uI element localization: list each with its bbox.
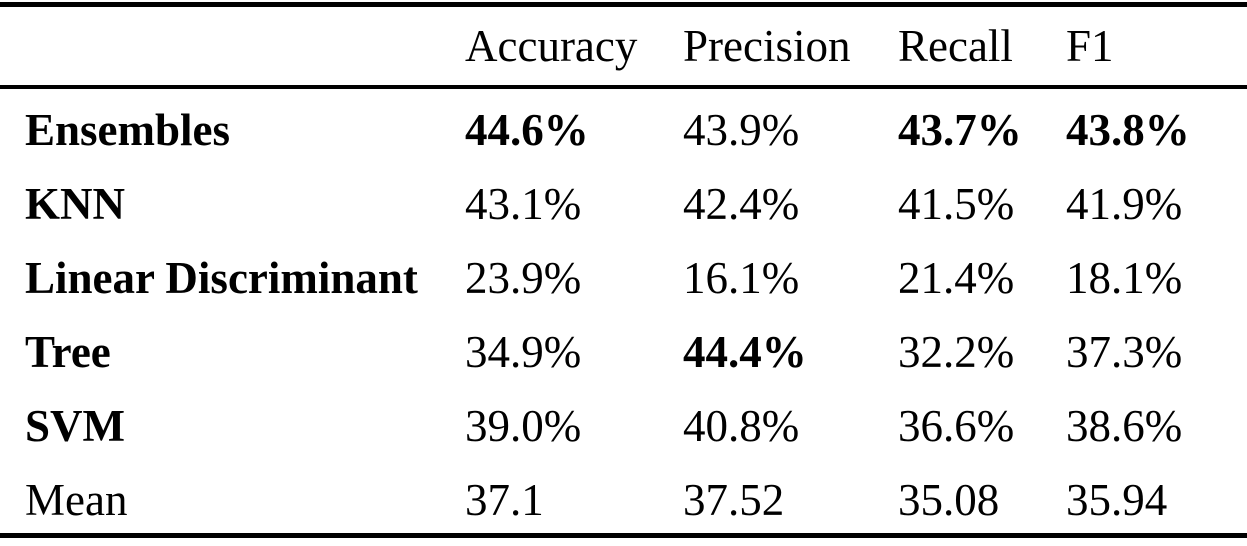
- cell-recall: 36.6%: [898, 401, 1015, 451]
- table-row-linear-discriminant: Linear Discriminant 23.9% 16.1% 21.4% 18…: [0, 237, 1247, 311]
- table-row-knn: KNN 43.1% 42.4% 41.5% 41.9%: [0, 163, 1247, 237]
- cell-recall: 43.7%: [898, 105, 1022, 155]
- cell-accuracy: 39.0%: [465, 401, 582, 451]
- table-row-mean: Mean 37.1 37.52 35.08 35.94: [0, 459, 1247, 533]
- cell-f1: 35.94: [1066, 475, 1168, 525]
- column-header-precision: Precision: [683, 21, 851, 71]
- cell-recall: 32.2%: [898, 327, 1015, 377]
- column-header-recall: Recall: [898, 21, 1013, 71]
- row-label: Linear Discriminant: [25, 253, 418, 303]
- table-header-row: Accuracy Precision Recall F1: [0, 7, 1247, 85]
- cell-precision: 37.52: [683, 475, 785, 525]
- row-label: SVM: [25, 401, 125, 451]
- cell-precision: 43.9%: [683, 105, 800, 155]
- cell-precision: 40.8%: [683, 401, 800, 451]
- cell-f1: 18.1%: [1066, 253, 1183, 303]
- table-body: Ensembles 44.6% 43.9% 43.7% 43.8% KNN 43…: [0, 89, 1247, 533]
- cell-f1: 37.3%: [1066, 327, 1183, 377]
- cell-accuracy: 43.1%: [465, 179, 582, 229]
- cell-accuracy: 44.6%: [465, 105, 589, 155]
- table-rule-bottom: [0, 533, 1247, 538]
- table-rule-top: [0, 2, 1247, 7]
- cell-f1: 38.6%: [1066, 401, 1183, 451]
- table-row-tree: Tree 34.9% 44.4% 32.2% 37.3%: [0, 311, 1247, 385]
- cell-accuracy: 37.1: [465, 475, 544, 525]
- cell-precision: 16.1%: [683, 253, 800, 303]
- cell-recall: 21.4%: [898, 253, 1015, 303]
- cell-recall: 35.08: [898, 475, 1000, 525]
- cell-accuracy: 23.9%: [465, 253, 582, 303]
- cell-recall: 41.5%: [898, 179, 1015, 229]
- cell-precision: 44.4%: [683, 327, 807, 377]
- table-row-ensembles: Ensembles 44.6% 43.9% 43.7% 43.8%: [0, 89, 1247, 163]
- column-header-f1: F1: [1066, 21, 1114, 71]
- table-row-svm: SVM 39.0% 40.8% 36.6% 38.6%: [0, 385, 1247, 459]
- cell-f1: 43.8%: [1066, 105, 1190, 155]
- cell-accuracy: 34.9%: [465, 327, 582, 377]
- cell-f1: 41.9%: [1066, 179, 1183, 229]
- row-label: Mean: [25, 475, 128, 525]
- column-header-accuracy: Accuracy: [465, 21, 638, 71]
- table-rule-header-separator: [0, 85, 1247, 89]
- row-label: KNN: [25, 179, 125, 229]
- row-label: Tree: [25, 327, 111, 377]
- cell-precision: 42.4%: [683, 179, 800, 229]
- row-label: Ensembles: [25, 105, 231, 155]
